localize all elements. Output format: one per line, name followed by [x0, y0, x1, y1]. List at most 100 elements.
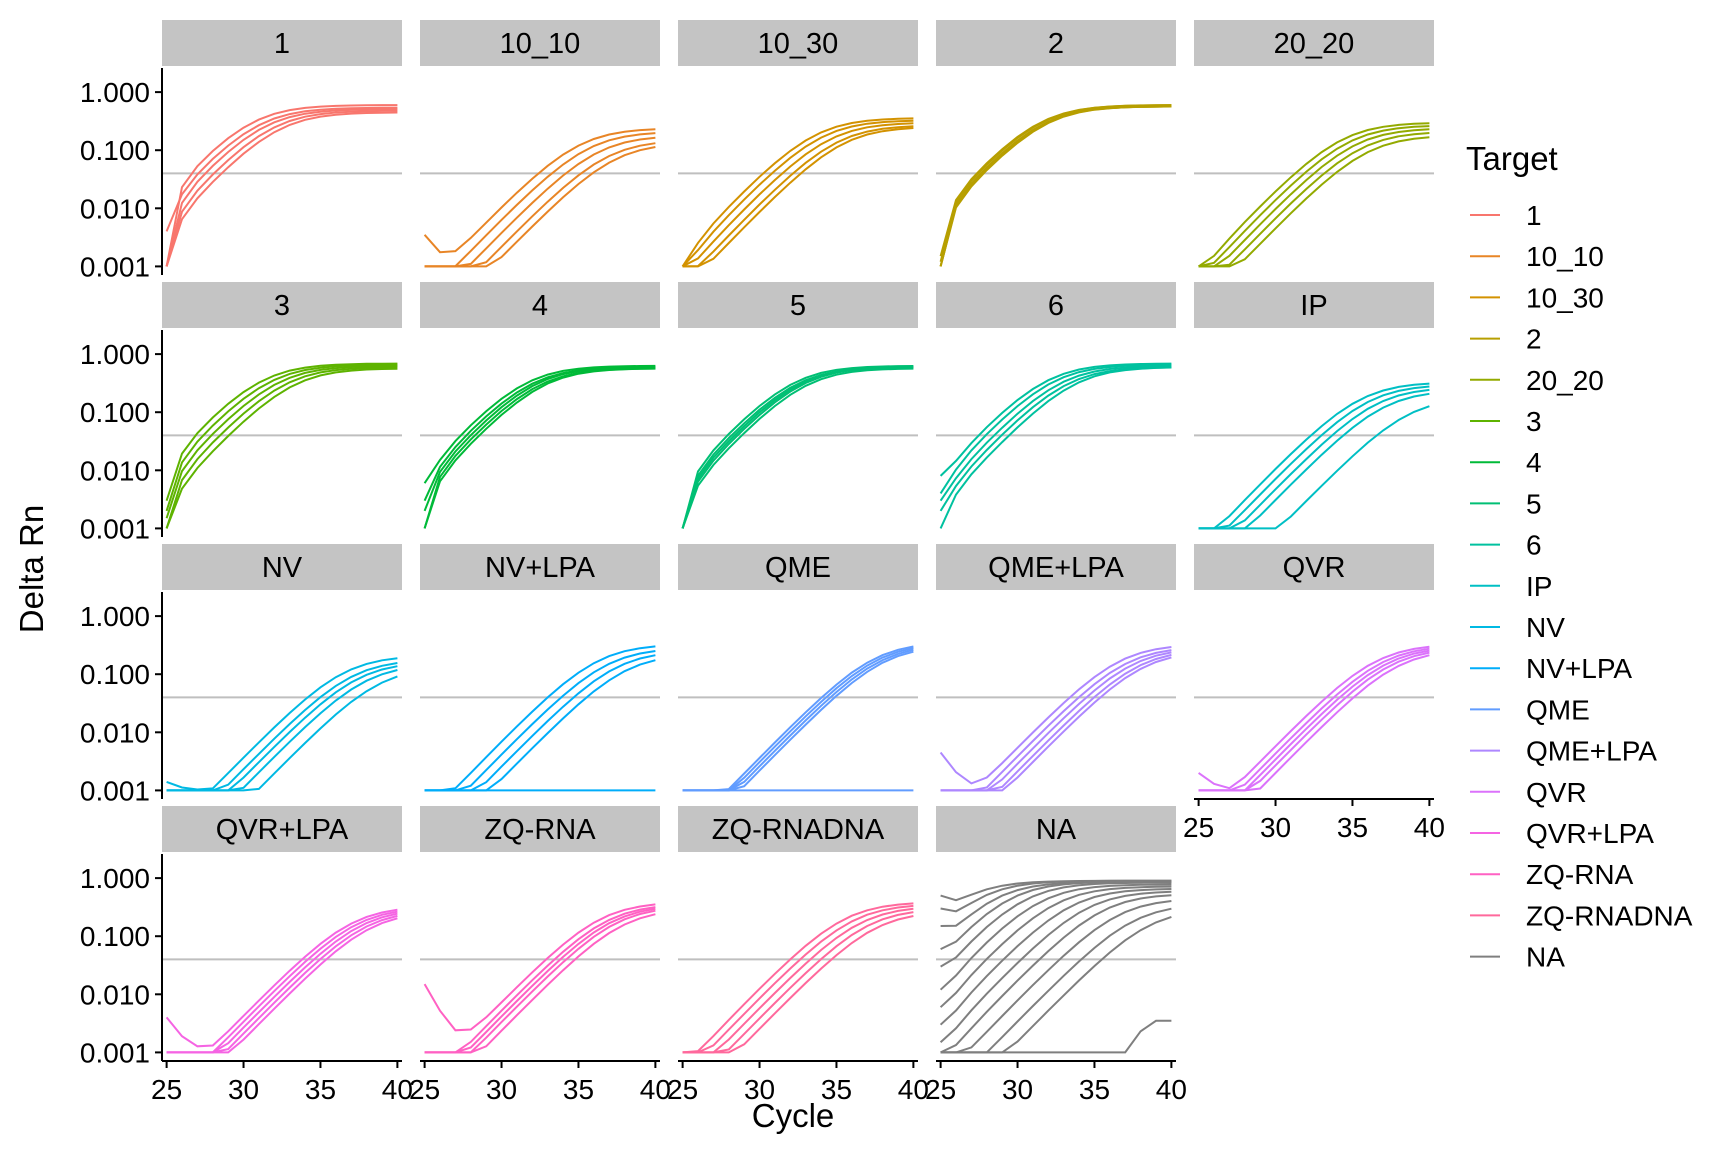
legend-label: QVR+LPA	[1526, 818, 1654, 849]
panel-strip-label: IP	[1300, 290, 1327, 322]
panel-6: 6	[936, 282, 1176, 529]
panel-strip	[678, 806, 918, 852]
amplification-curve	[423, 903, 656, 1032]
amplification-curve	[939, 888, 1172, 1026]
panel-strip	[1194, 282, 1434, 328]
amplification-curve	[939, 890, 1172, 1043]
panel-NV: NV 0.001 0.010 0.100 1.000	[80, 544, 402, 806]
amplification-curve	[682, 907, 914, 1054]
x-tick-label: 35	[563, 1074, 594, 1105]
legend-item: QME+LPA	[1470, 736, 1657, 767]
amplification-curve	[940, 894, 1172, 1054]
panel-5: 5	[678, 282, 918, 529]
panel-strip-label: QME+LPA	[988, 552, 1124, 584]
panel-QME: QME	[678, 544, 918, 792]
legend-title: Target	[1466, 140, 1558, 177]
amplification-curve	[682, 904, 914, 1054]
legend-label: QME+LPA	[1526, 736, 1657, 767]
legend-item: ZQ-RNADNA	[1470, 900, 1693, 931]
panel-strip	[936, 20, 1176, 66]
amplification-curve	[165, 363, 398, 512]
panel-strip-label: 10_10	[500, 28, 581, 60]
amplification-curve	[423, 367, 656, 529]
x-tick-label: 25	[925, 1074, 956, 1105]
x-tick-label: 30	[1260, 812, 1291, 843]
legend-item: IP	[1470, 571, 1552, 602]
amplification-curve	[682, 645, 914, 792]
amplification-curve	[424, 906, 656, 1054]
amplification-curve	[1198, 385, 1430, 530]
legend-label: 10_30	[1526, 282, 1604, 313]
panel-strip-label: ZQ-RNA	[484, 814, 596, 846]
y-tick-label: 1.000	[80, 601, 150, 632]
x-tick-label: 35	[1337, 812, 1368, 843]
amplification-curve	[165, 366, 398, 529]
amplification-curve	[165, 365, 398, 519]
panel-QVR: QVR 25 30 35 40	[1183, 544, 1445, 843]
amplification-curve	[940, 907, 1172, 1054]
panel-2: 2	[936, 20, 1176, 267]
legend-label: 6	[1526, 530, 1542, 561]
amplification-curve	[165, 109, 398, 267]
amplification-curve	[423, 366, 656, 512]
amplification-curve	[940, 649, 1172, 792]
panel-strip-label: 20_20	[1274, 28, 1355, 60]
panel-strip-label: NA	[1036, 814, 1077, 846]
legend-label: 5	[1526, 488, 1542, 519]
amplification-curve	[424, 645, 656, 792]
legend-label: ZQ-RNADNA	[1526, 900, 1693, 931]
amplification-curve	[423, 128, 656, 254]
y-tick-label: 0.010	[80, 717, 150, 748]
amplification-curve	[424, 650, 656, 792]
amplification-curve	[939, 365, 1172, 502]
legend-label: QME	[1526, 694, 1590, 725]
amplification-curve	[682, 122, 914, 268]
panel-strip	[420, 282, 660, 328]
x-tick-label: 40	[1156, 1074, 1187, 1105]
panel-4: 4	[420, 282, 660, 529]
panel-strip	[162, 282, 402, 328]
legend-label: NV	[1526, 612, 1565, 643]
x-tick-label: 30	[228, 1074, 259, 1105]
amplification-curve	[165, 908, 398, 1048]
panel-20_20: 20_20	[1194, 20, 1434, 268]
x-tick-label: 30	[486, 1074, 517, 1105]
amplification-curve	[1198, 388, 1430, 530]
amplification-curve	[940, 1019, 1172, 1054]
panel-strip	[162, 544, 402, 590]
panel-strip-label: NV+LPA	[485, 552, 596, 584]
panel-strip	[420, 544, 660, 590]
amplification-curve	[681, 365, 914, 529]
panel-strip-label: QVR+LPA	[216, 814, 349, 846]
y-axis-title: Delta Rn	[13, 505, 50, 633]
legend-item: 3	[1470, 406, 1542, 437]
amplification-curve	[1198, 128, 1430, 268]
panel-strip	[936, 806, 1176, 852]
legend-item: 20_20	[1470, 365, 1604, 396]
amplification-curve	[1198, 649, 1430, 792]
x-tick-label: 25	[409, 1074, 440, 1105]
amplification-curve	[1198, 392, 1430, 530]
legend-item: QVR	[1470, 777, 1587, 808]
amplification-curve	[424, 909, 656, 1054]
amplification-curve	[424, 132, 656, 268]
amplification-curve	[165, 106, 398, 232]
x-tick-label: 35	[1079, 1074, 1110, 1105]
legend-item: QME	[1470, 694, 1590, 725]
amplification-curve	[939, 363, 1172, 494]
amplification-curve	[1198, 122, 1430, 268]
panel-IP: IP	[1194, 282, 1434, 530]
legend: Target 1 10_10 10_30 2 20_20 3 4 5 6 IP NV NV+LPA QM…	[1466, 140, 1693, 973]
amplification-curve	[1198, 405, 1430, 530]
amplification-curve	[940, 900, 1172, 1054]
y-tick-label: 1.000	[80, 339, 150, 370]
legend-item: NV+LPA	[1470, 653, 1632, 684]
amplification-curve	[681, 119, 914, 268]
legend-item: 2	[1470, 324, 1542, 355]
x-tick-label: 25	[667, 1074, 698, 1105]
amplification-curve	[940, 651, 1172, 792]
y-tick-label: 0.001	[80, 251, 150, 282]
amplification-curve	[682, 915, 914, 1054]
amplification-curve	[1198, 132, 1430, 268]
panel-strip	[936, 282, 1176, 328]
